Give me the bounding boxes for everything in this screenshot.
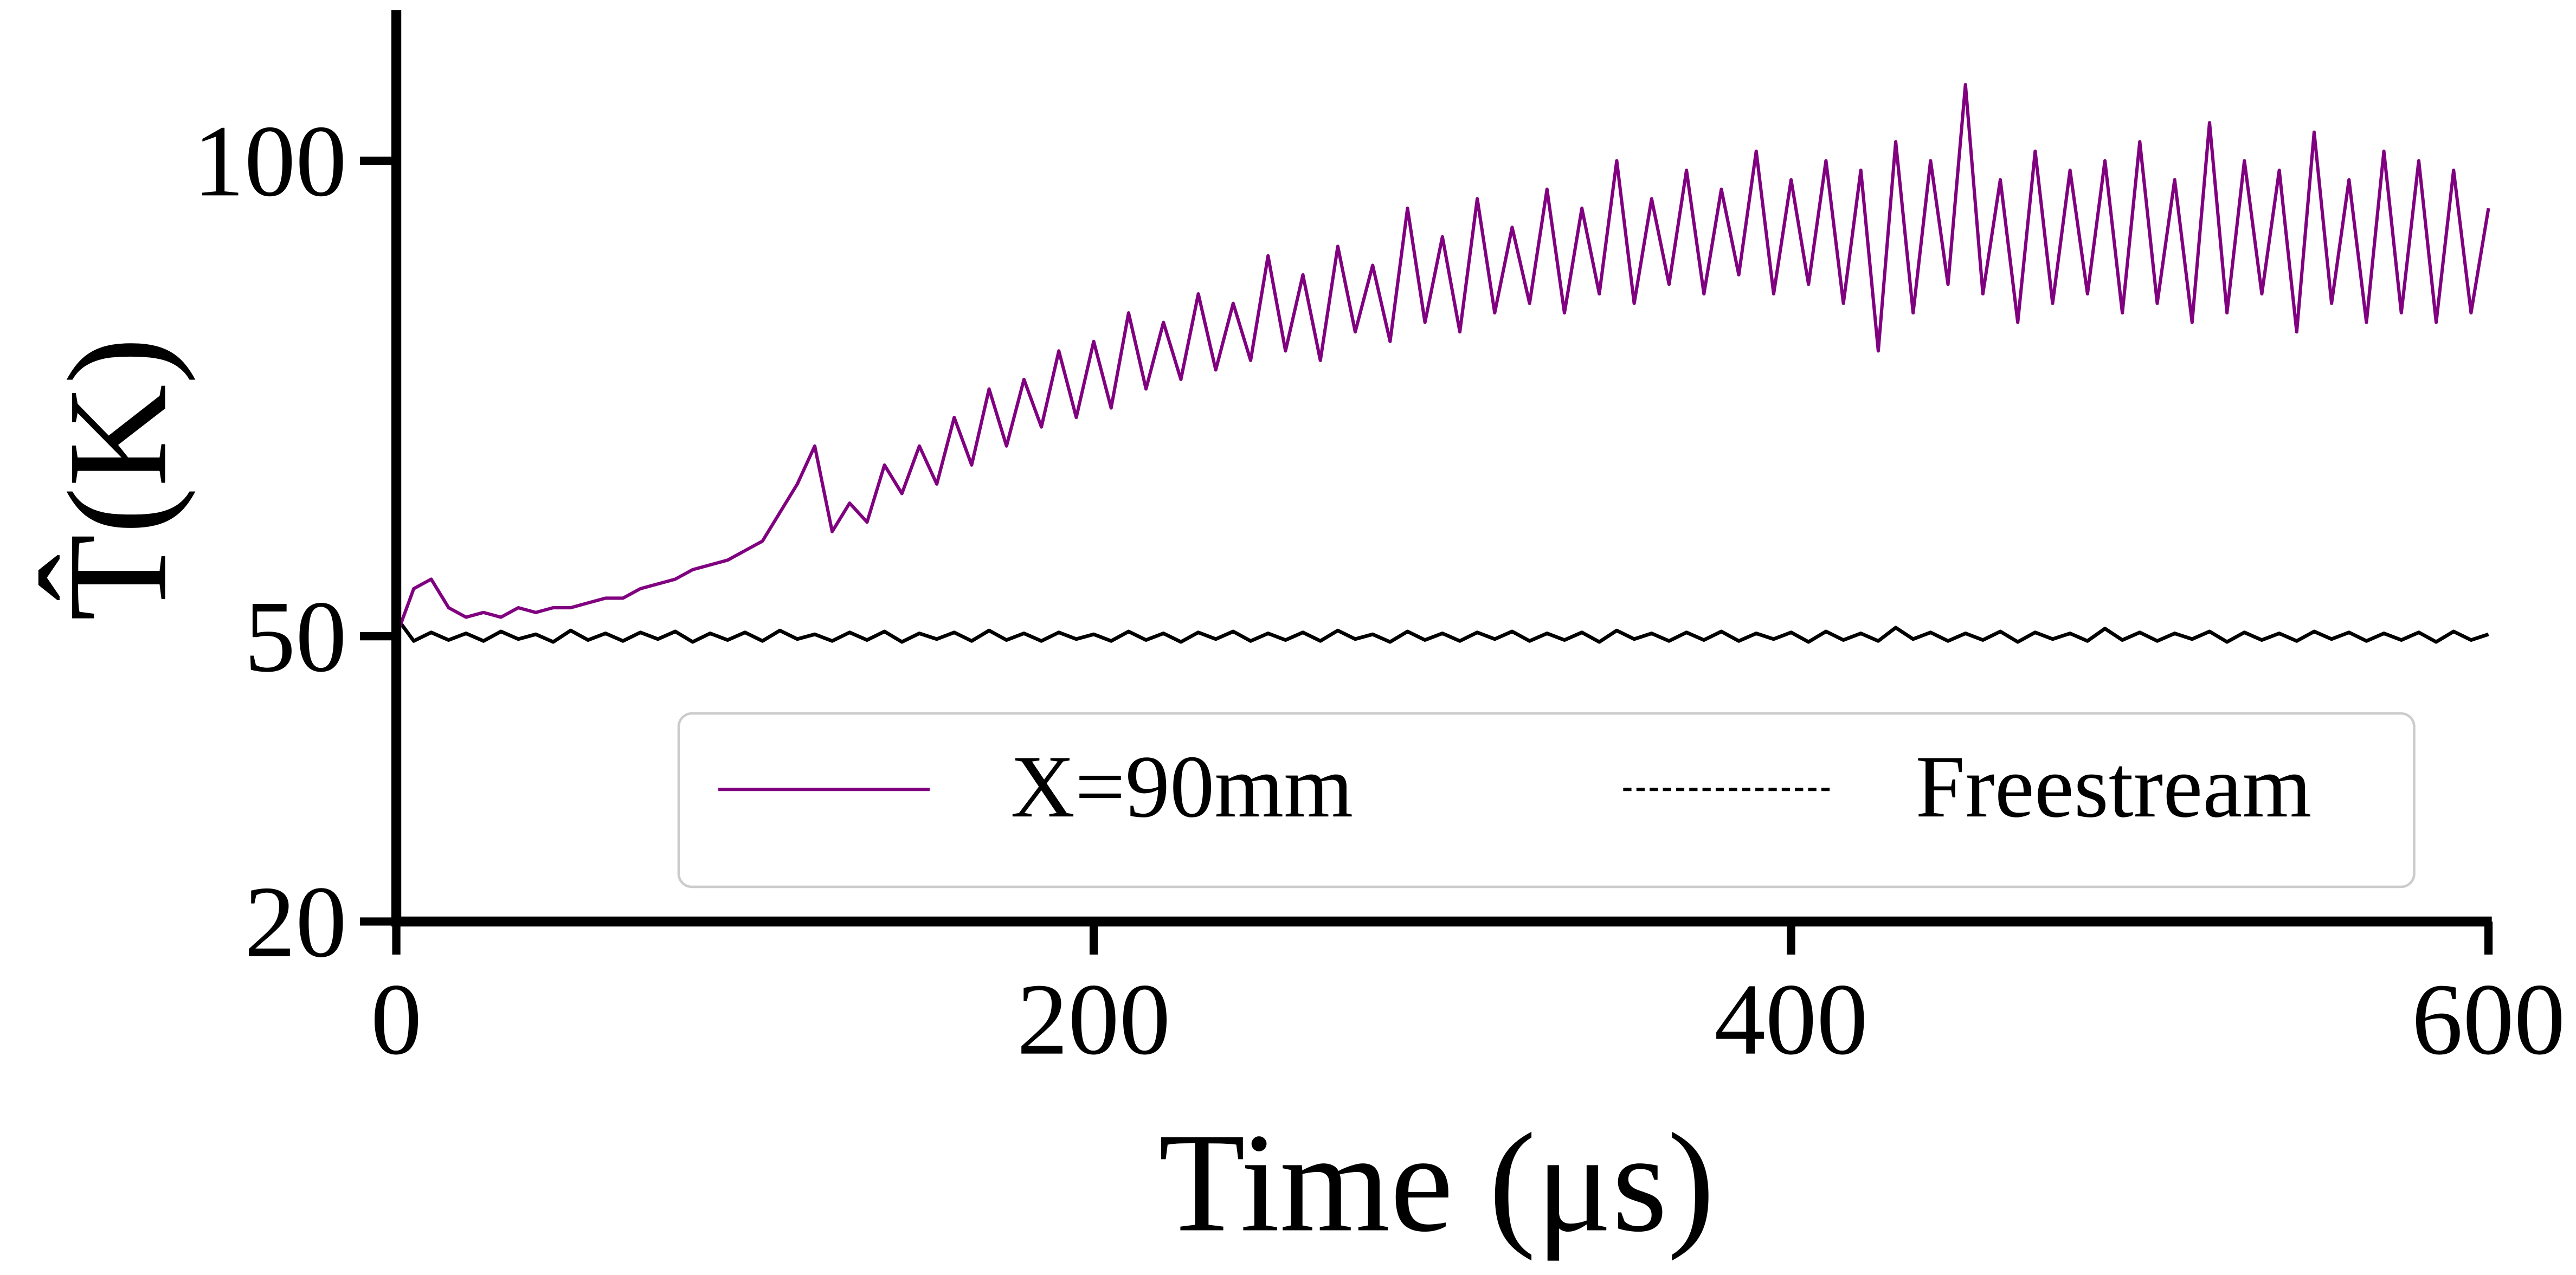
x-tick-label: 0 bbox=[371, 963, 422, 1076]
legend-label: Freestream bbox=[1916, 737, 2312, 836]
x-tick-label: 200 bbox=[1017, 963, 1170, 1076]
legend: X=90mm Freestream bbox=[677, 712, 2416, 888]
y-tick-label: 50 bbox=[244, 580, 347, 693]
x-tick-label: 600 bbox=[2412, 963, 2565, 1076]
plot-area bbox=[395, 83, 2490, 644]
legend-label: X=90mm bbox=[1010, 737, 1353, 836]
data-line bbox=[395, 83, 2490, 637]
data-line bbox=[395, 616, 2489, 644]
y-tick-label: 100 bbox=[193, 104, 346, 217]
x-tick-label: 400 bbox=[1714, 963, 1867, 1076]
legend-box bbox=[677, 712, 2416, 888]
y-axis-label: T̂(K) bbox=[37, 337, 196, 621]
y-tick-label: 20 bbox=[244, 865, 347, 978]
x-axis-label: Time (μs) bbox=[1158, 1104, 1715, 1261]
